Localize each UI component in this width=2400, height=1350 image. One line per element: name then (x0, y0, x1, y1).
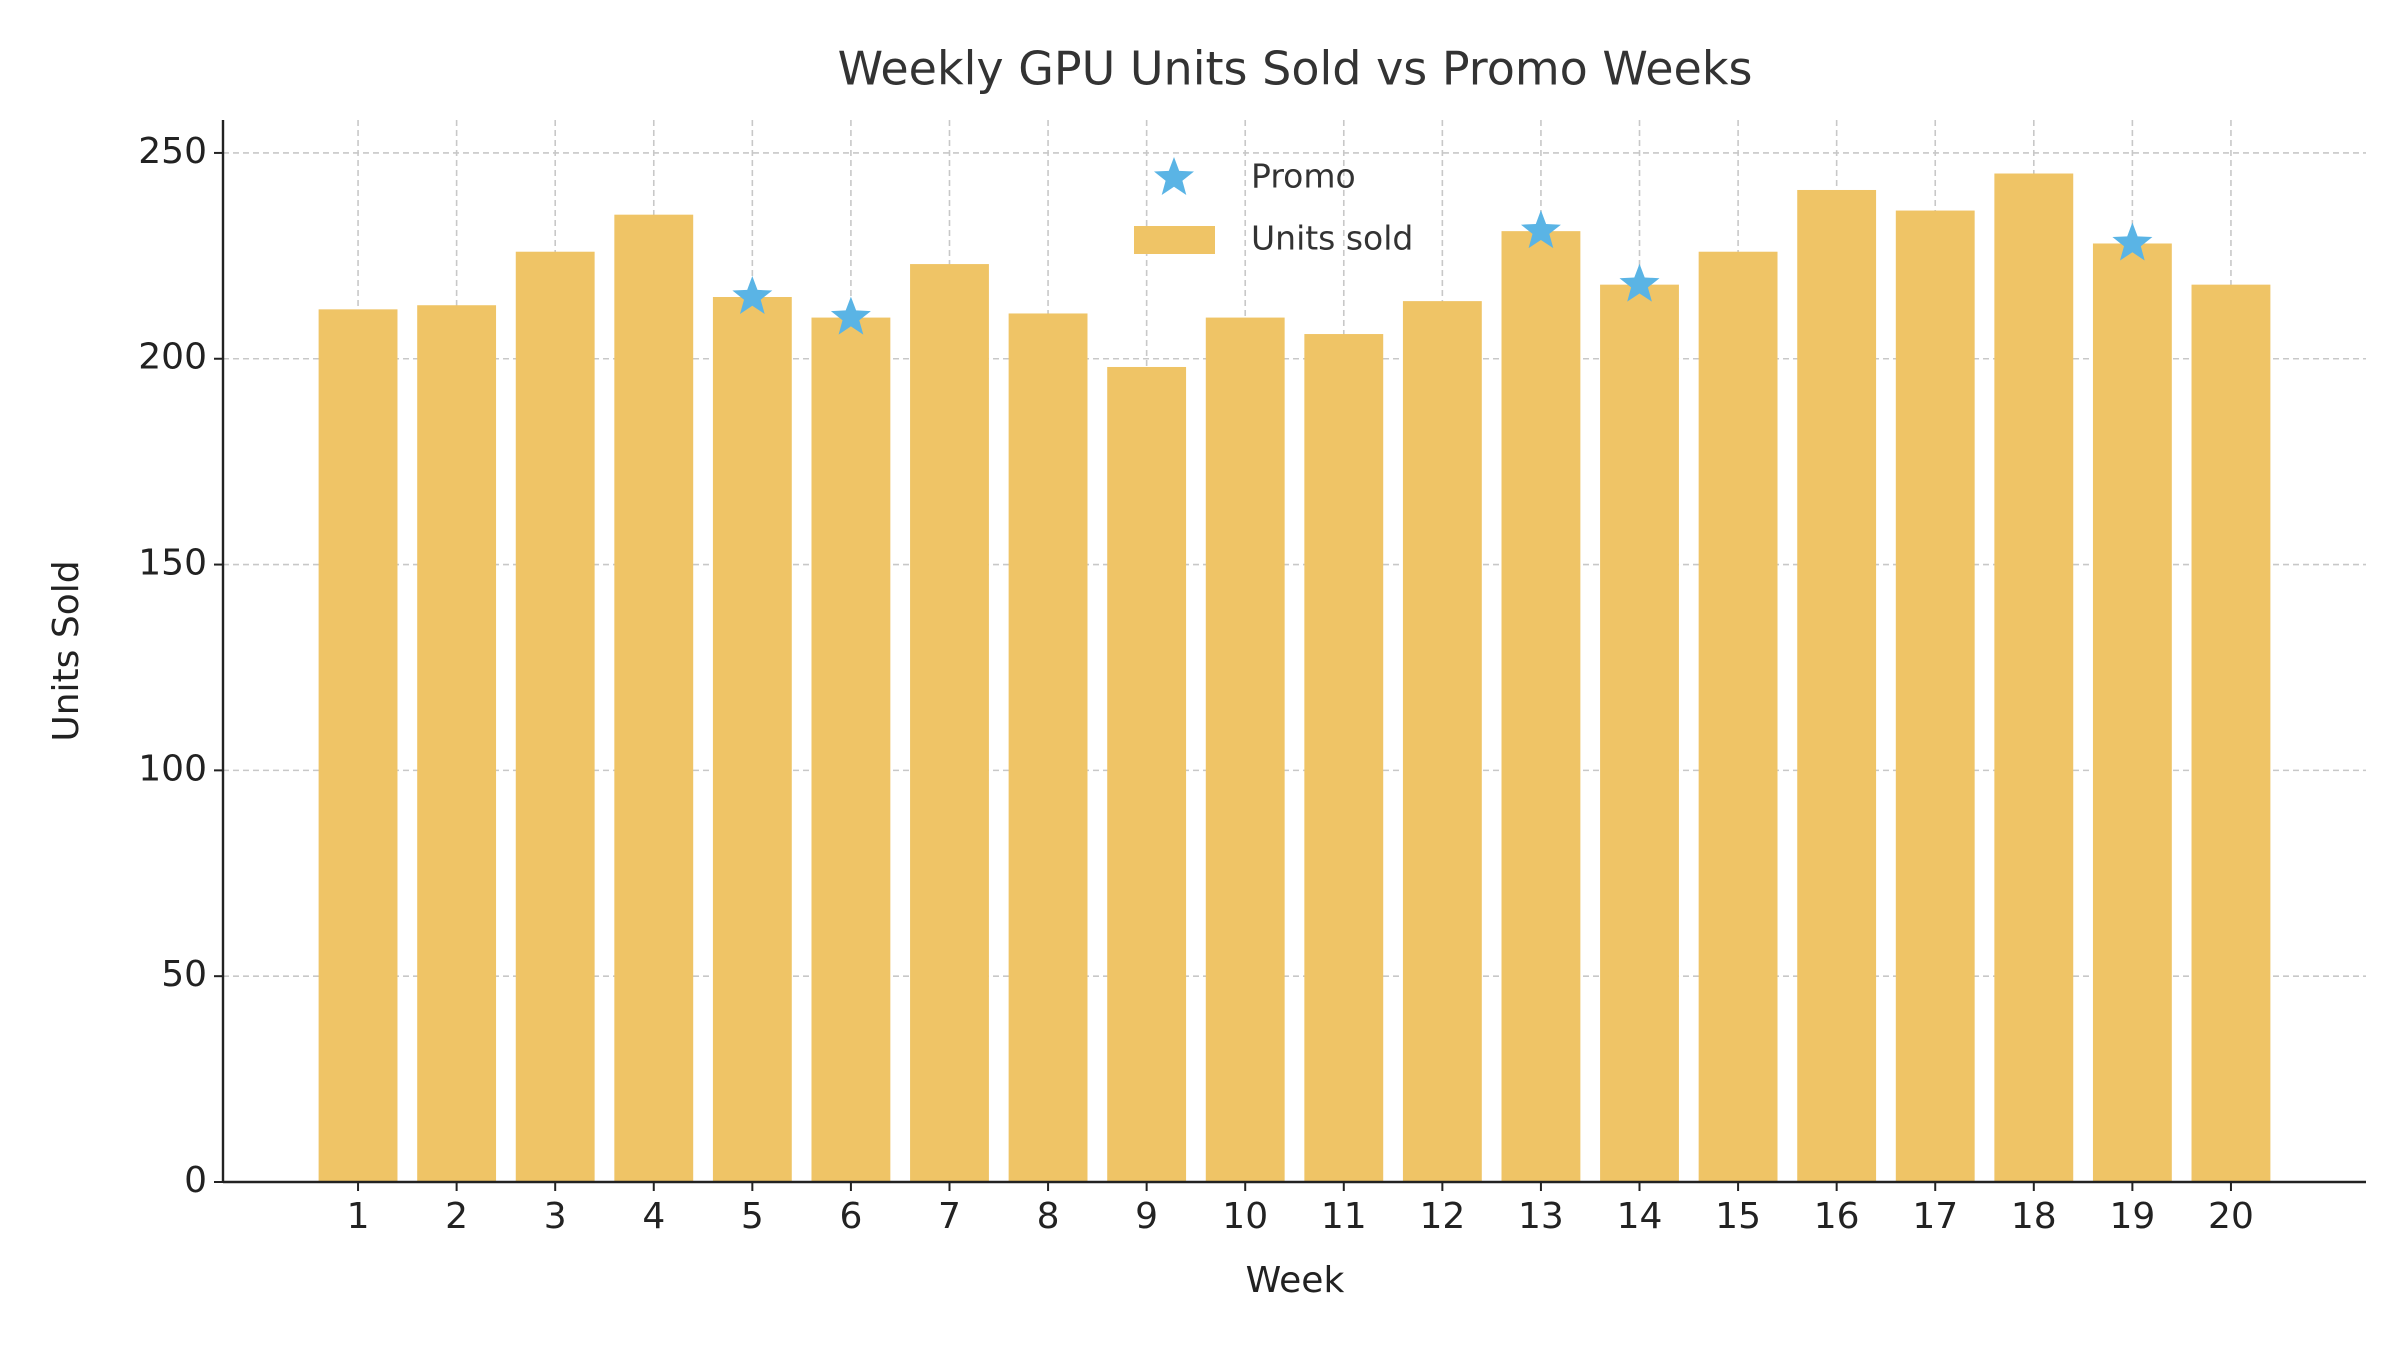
bar (1402, 301, 1482, 1182)
x-tick-label: 18 (2011, 1196, 2057, 1237)
bar (1698, 251, 1778, 1182)
x-tick-label: 16 (1814, 1196, 1860, 1237)
x-tick-label: 6 (839, 1196, 862, 1237)
x-tick-label: 8 (1037, 1196, 1060, 1237)
bar (1304, 334, 1384, 1182)
x-tick-label: 4 (642, 1196, 665, 1237)
promo-marker (732, 276, 773, 314)
bar (417, 305, 497, 1182)
bar (318, 309, 398, 1182)
y-tick-label: 250 (138, 131, 207, 172)
bar (1205, 317, 1285, 1182)
legend-swatch (1154, 157, 1194, 195)
y-axis-label: Units Sold (46, 560, 87, 741)
x-axis-label: Week (1246, 1260, 1345, 1301)
y-tick-label: 150 (138, 543, 207, 584)
y-tick-label: 50 (161, 954, 207, 995)
bar (1994, 173, 2074, 1183)
bar (1501, 231, 1581, 1183)
bars (318, 173, 2271, 1183)
legend-label: Units sold (1251, 219, 1413, 258)
bar (1797, 189, 1877, 1182)
legend-label: Promo (1251, 157, 1356, 196)
x-tick-label: 1 (347, 1196, 370, 1237)
bar (712, 297, 792, 1182)
promo-marker (830, 296, 871, 335)
x-tick-label: 14 (1617, 1196, 1663, 1237)
x-tick-label: 20 (2208, 1196, 2254, 1237)
x-tick-label: 10 (1222, 1196, 1268, 1237)
x-tick-label: 17 (1912, 1196, 1958, 1237)
y-tick-label: 0 (184, 1160, 207, 1201)
chart-title: Weekly GPU Units Sold vs Promo Weeks (838, 42, 1753, 96)
x-tick-label: 2 (445, 1196, 468, 1237)
x-tick-label: 5 (741, 1196, 764, 1237)
x-tick-label: 19 (2109, 1196, 2155, 1237)
bar (2191, 284, 2271, 1183)
x-tick-label: 11 (1321, 1196, 1367, 1237)
y-tick-label: 100 (138, 748, 207, 789)
bar (614, 214, 694, 1182)
promo-marker (1619, 263, 1660, 302)
bar (1008, 313, 1088, 1183)
bar (910, 264, 989, 1182)
promo-marker (2112, 222, 2153, 261)
bar (1600, 284, 1679, 1183)
y-tick-label: 200 (138, 337, 207, 378)
markers (732, 210, 2153, 335)
x-tick-label: 3 (544, 1196, 567, 1237)
legend-swatch (1134, 226, 1215, 254)
bar (2092, 243, 2172, 1182)
legend: Promo Units sold (1134, 157, 1413, 258)
promo-marker (1521, 210, 1561, 249)
x-tick-label: 9 (1135, 1196, 1158, 1237)
x-tick-label: 13 (1518, 1196, 1564, 1237)
bar (1107, 366, 1187, 1182)
x-tick-label: 7 (938, 1196, 961, 1237)
bar (811, 317, 891, 1182)
bar (515, 251, 595, 1182)
x-tick-label: 12 (1419, 1196, 1465, 1237)
x-tick-label: 15 (1715, 1196, 1761, 1237)
bar (1895, 210, 1975, 1183)
